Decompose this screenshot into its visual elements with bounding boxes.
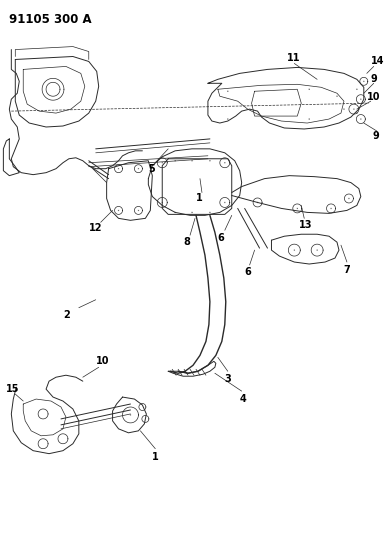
Text: 91105 300 A: 91105 300 A [9,13,92,26]
Text: 7: 7 [343,265,350,275]
Text: 1: 1 [152,451,159,462]
Text: 10: 10 [96,357,109,366]
Text: 13: 13 [299,220,313,230]
Text: 9: 9 [373,131,379,141]
Text: 14: 14 [371,56,384,67]
Text: 9: 9 [371,74,377,84]
Text: 15: 15 [6,384,20,394]
Text: 5: 5 [148,164,155,174]
Text: 8: 8 [183,237,190,247]
Text: 6: 6 [218,233,225,243]
Text: 3: 3 [225,374,232,384]
Text: 1: 1 [196,193,203,204]
Text: 2: 2 [63,310,70,320]
Text: 10: 10 [367,92,380,102]
Text: 11: 11 [287,53,301,63]
Text: 6: 6 [245,267,251,277]
Text: 4: 4 [240,394,247,404]
Text: 12: 12 [89,223,102,233]
